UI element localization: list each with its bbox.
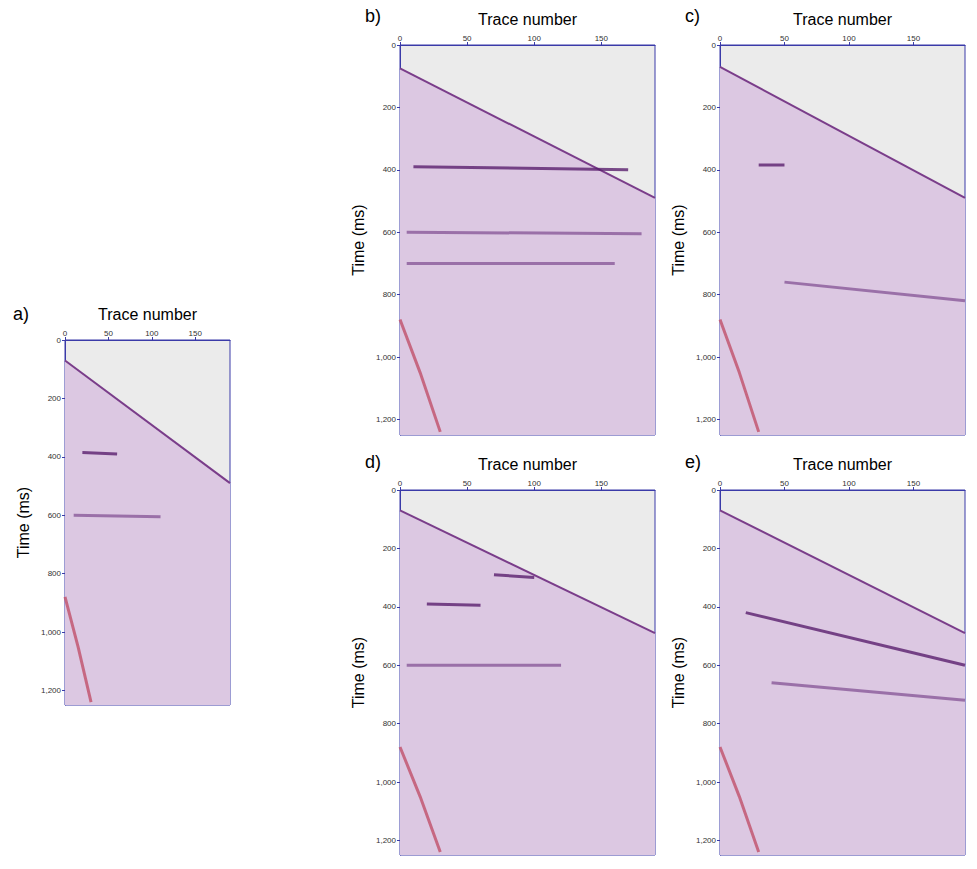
svg-text:600: 600	[383, 661, 397, 670]
svg-text:50: 50	[780, 479, 789, 488]
svg-text:1,200: 1,200	[696, 836, 717, 845]
svg-text:Time (ms): Time (ms)	[350, 204, 367, 275]
svg-text:150: 150	[907, 34, 921, 43]
svg-text:1,200: 1,200	[376, 836, 397, 845]
svg-text:200: 200	[383, 103, 397, 112]
svg-text:0: 0	[392, 486, 397, 495]
svg-text:400: 400	[48, 452, 62, 461]
svg-text:1,000: 1,000	[696, 778, 717, 787]
svg-text:1,000: 1,000	[41, 628, 62, 637]
svg-text:Time (ms): Time (ms)	[350, 637, 367, 708]
svg-text:0: 0	[392, 41, 397, 50]
svg-text:400: 400	[383, 165, 397, 174]
svg-text:400: 400	[703, 165, 717, 174]
svg-text:1,200: 1,200	[376, 415, 397, 424]
svg-text:600: 600	[383, 228, 397, 237]
svg-text:Time (ms): Time (ms)	[670, 204, 687, 275]
svg-text:800: 800	[48, 569, 62, 578]
svg-text:a): a)	[13, 304, 29, 324]
svg-text:100: 100	[528, 479, 542, 488]
svg-text:Time (ms): Time (ms)	[670, 637, 687, 708]
svg-text:d): d)	[365, 452, 381, 472]
svg-text:1,200: 1,200	[41, 686, 62, 695]
svg-text:50: 50	[463, 479, 472, 488]
svg-text:200: 200	[703, 544, 717, 553]
svg-text:600: 600	[703, 228, 717, 237]
svg-text:1,000: 1,000	[376, 353, 397, 362]
svg-text:600: 600	[48, 511, 62, 520]
svg-text:50: 50	[463, 34, 472, 43]
svg-text:0: 0	[718, 34, 723, 43]
svg-text:400: 400	[703, 602, 717, 611]
svg-text:100: 100	[842, 34, 856, 43]
svg-text:0: 0	[398, 479, 403, 488]
svg-text:0: 0	[57, 336, 62, 345]
svg-text:0: 0	[398, 34, 403, 43]
svg-text:800: 800	[703, 719, 717, 728]
svg-text:Time (ms): Time (ms)	[15, 487, 32, 558]
svg-text:Trace number: Trace number	[478, 11, 578, 28]
svg-text:200: 200	[48, 394, 62, 403]
svg-text:200: 200	[383, 544, 397, 553]
svg-text:0: 0	[712, 486, 717, 495]
svg-text:50: 50	[780, 34, 789, 43]
svg-text:50: 50	[104, 329, 113, 338]
svg-text:400: 400	[383, 602, 397, 611]
svg-text:1,000: 1,000	[696, 353, 717, 362]
svg-text:b): b)	[365, 6, 381, 26]
svg-text:Trace number: Trace number	[793, 11, 893, 28]
svg-text:0: 0	[712, 41, 717, 50]
svg-text:600: 600	[703, 661, 717, 670]
svg-text:c): c)	[685, 6, 700, 26]
svg-text:1,000: 1,000	[376, 778, 397, 787]
svg-text:e): e)	[685, 452, 701, 472]
svg-text:Trace number: Trace number	[478, 456, 578, 473]
svg-text:150: 150	[595, 479, 609, 488]
svg-text:100: 100	[528, 34, 542, 43]
svg-text:Trace number: Trace number	[793, 456, 893, 473]
svg-text:150: 150	[907, 479, 921, 488]
svg-text:Trace number: Trace number	[98, 306, 198, 323]
svg-text:800: 800	[383, 290, 397, 299]
svg-text:0: 0	[718, 479, 723, 488]
svg-text:800: 800	[383, 719, 397, 728]
svg-text:800: 800	[703, 290, 717, 299]
svg-text:1,200: 1,200	[696, 415, 717, 424]
svg-text:0: 0	[63, 329, 68, 338]
svg-text:100: 100	[145, 329, 159, 338]
svg-text:150: 150	[595, 34, 609, 43]
svg-text:100: 100	[842, 479, 856, 488]
svg-text:200: 200	[703, 103, 717, 112]
svg-text:150: 150	[189, 329, 203, 338]
